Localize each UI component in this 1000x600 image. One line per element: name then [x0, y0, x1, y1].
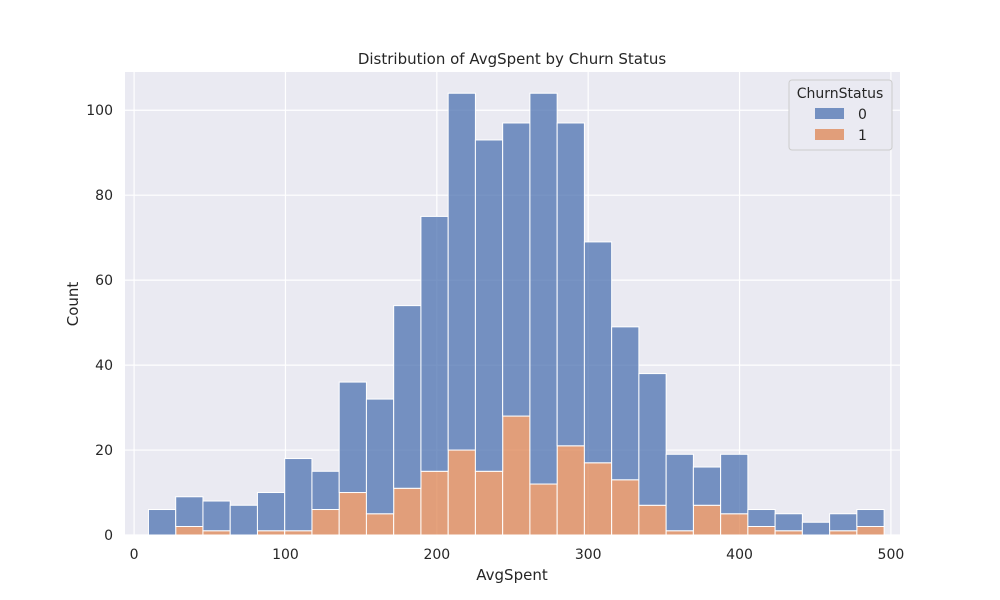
- histogram-bar-churn-1: [529, 483, 558, 536]
- histogram-bar-churn-1: [338, 492, 367, 536]
- histogram-bar-churn-0: [393, 305, 422, 489]
- histogram-bar-churn-0: [447, 92, 476, 451]
- histogram-bar-churn-1: [583, 462, 613, 536]
- histogram-bar-churn-0: [774, 513, 803, 532]
- histogram-bar-churn-1: [692, 504, 722, 536]
- histogram-bar-churn-0: [556, 122, 585, 447]
- histogram-bar-churn-1: [638, 504, 667, 536]
- y-axis-title: Count: [64, 282, 82, 327]
- histogram-bar-churn-0: [720, 453, 749, 515]
- x-tick-label: 500: [878, 547, 905, 563]
- histogram-bar-churn-1: [284, 530, 313, 536]
- histogram-bar-churn-0: [229, 504, 258, 536]
- histogram-bar-churn-0: [856, 509, 885, 528]
- tick-labels: 0 100 200 300 400 500 0 20 40 60 80 100: [86, 103, 904, 563]
- x-axis-title: AvgSpent: [476, 566, 548, 584]
- histogram-bar-churn-0: [829, 513, 858, 532]
- legend-swatch-1: [815, 129, 844, 140]
- histogram-bar-churn-0: [665, 453, 694, 532]
- legend-label-0: 0: [858, 107, 867, 123]
- histogram-bar-churn-0: [692, 466, 722, 506]
- histogram-bar-churn-0: [311, 470, 340, 511]
- histogram-bar-churn-1: [420, 470, 449, 536]
- y-tick-label: 100: [86, 103, 113, 119]
- histogram-bar-churn-1: [202, 530, 231, 536]
- histogram-bar-churn-1: [175, 526, 204, 536]
- y-tick-label: 20: [95, 443, 113, 459]
- histogram-bar-churn-0: [175, 496, 204, 528]
- y-tick-label: 40: [95, 358, 113, 374]
- histogram-bar-churn-0: [474, 139, 504, 472]
- histogram-bar-churn-1: [447, 449, 476, 536]
- histogram-bar-churn-0: [502, 122, 531, 417]
- histogram-bar-churn-1: [774, 530, 803, 536]
- histogram-bar-churn-0: [747, 509, 776, 528]
- histogram-bar-churn-0: [284, 458, 313, 532]
- histogram-bar-churn-1: [611, 479, 640, 536]
- histogram-bar-churn-0: [338, 381, 367, 494]
- histogram-bar-churn-1: [393, 487, 422, 536]
- histogram-bar-churn-1: [856, 526, 885, 536]
- histogram-bar-churn-1: [556, 445, 585, 536]
- histogram-bar-churn-0: [256, 492, 286, 532]
- histogram-bar-churn-0: [801, 521, 831, 536]
- legend-label-1: 1: [858, 128, 867, 144]
- histogram-bar-churn-0: [611, 326, 640, 481]
- histogram-bar-churn-0: [420, 215, 449, 472]
- legend: ChurnStatus 0 1: [788, 79, 893, 151]
- legend-swatch-0: [815, 108, 844, 119]
- histogram-bar-churn-0: [583, 241, 613, 464]
- histogram-bar-churn-1: [829, 530, 858, 536]
- histogram-bar-churn-1: [720, 513, 749, 536]
- y-tick-label: 60: [95, 273, 113, 289]
- x-tick-label: 100: [272, 547, 299, 563]
- histogram-bar-churn-1: [747, 526, 776, 536]
- histogram-bar-churn-0: [365, 398, 395, 515]
- bars: [147, 92, 885, 536]
- histogram-bar-churn-0: [529, 92, 558, 485]
- histogram-bar-churn-0: [638, 373, 667, 506]
- histogram-bar-churn-0: [147, 509, 177, 536]
- histogram-bar-churn-1: [311, 509, 340, 536]
- histogram-bar-churn-1: [502, 415, 531, 536]
- x-tick-label: 0: [130, 547, 139, 563]
- histogram-bar-churn-1: [474, 470, 504, 536]
- x-tick-label: 400: [726, 547, 753, 563]
- y-tick-label: 80: [95, 188, 113, 204]
- chart-title: Distribution of AvgSpent by Churn Status: [358, 50, 667, 68]
- histogram-bar-churn-1: [256, 530, 286, 536]
- histogram-bar-churn-1: [665, 530, 694, 536]
- legend-title: ChurnStatus: [797, 86, 884, 102]
- histogram-bar-churn-1: [365, 513, 395, 536]
- histogram-bar-churn-0: [202, 500, 231, 532]
- x-tick-label: 300: [575, 547, 602, 563]
- x-tick-label: 200: [423, 547, 450, 563]
- y-tick-label: 0: [104, 528, 113, 544]
